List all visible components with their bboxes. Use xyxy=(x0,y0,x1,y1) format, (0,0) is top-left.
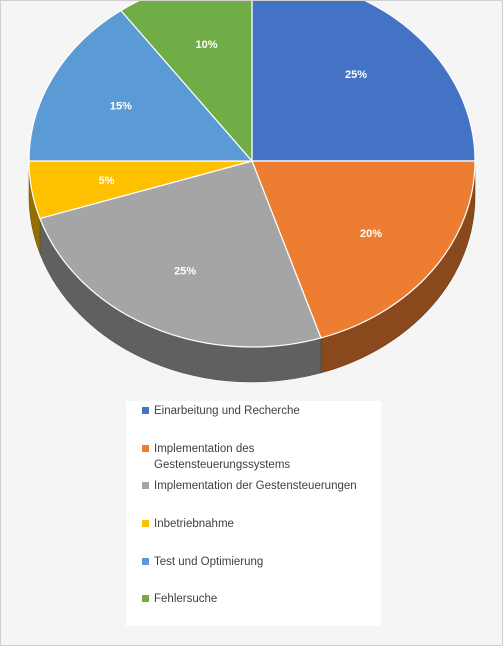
pie-slice xyxy=(251,160,476,339)
data-label: 20% xyxy=(360,228,382,240)
legend-label: Inbetriebnahme xyxy=(154,518,234,530)
legend-swatch xyxy=(142,407,149,414)
data-labels: 25% 20% 25% 5% 15% 10% xyxy=(99,39,383,277)
legend-swatch xyxy=(142,595,149,602)
legend-item: Fehlersuche xyxy=(142,591,377,607)
pie-slices xyxy=(28,1,476,348)
legend-swatch xyxy=(142,445,149,452)
legend-item: Implementation der Gestensteuerungen xyxy=(142,478,377,494)
pie-slice xyxy=(251,1,476,162)
legend-label: Implementation des Gestensteuerungssyste… xyxy=(154,443,291,471)
legend-label: Fehlersuche xyxy=(154,593,218,605)
pie-slice xyxy=(28,9,253,162)
pie-slice xyxy=(39,160,322,348)
data-label: 15% xyxy=(110,100,132,112)
pie-slice xyxy=(120,1,253,162)
data-label: 25% xyxy=(174,265,196,277)
legend: Einarbeitung und Recherche Implementatio… xyxy=(126,401,381,626)
pie-chart: 25% 20% 25% 5% 15% 10% xyxy=(28,1,476,383)
legend-swatch xyxy=(142,482,149,489)
legend-item: Einarbeitung und Recherche xyxy=(142,403,377,419)
legend-item: Implementation des Gestensteuerungssyste… xyxy=(142,441,377,473)
pie-side-walls xyxy=(28,160,476,383)
legend-label: Implementation der Gestensteuerungen xyxy=(154,480,357,492)
legend-item: Test und Optimierung xyxy=(142,554,377,570)
legend-label: Einarbeitung und Recherche xyxy=(154,405,300,417)
legend-label: Test und Optimierung xyxy=(154,556,264,568)
data-label: 25% xyxy=(345,69,367,81)
legend-swatch xyxy=(142,520,149,527)
data-label: 5% xyxy=(99,175,115,187)
data-label: 10% xyxy=(196,39,218,51)
legend-swatch xyxy=(142,558,149,565)
legend-item: Inbetriebnahme xyxy=(142,516,377,532)
